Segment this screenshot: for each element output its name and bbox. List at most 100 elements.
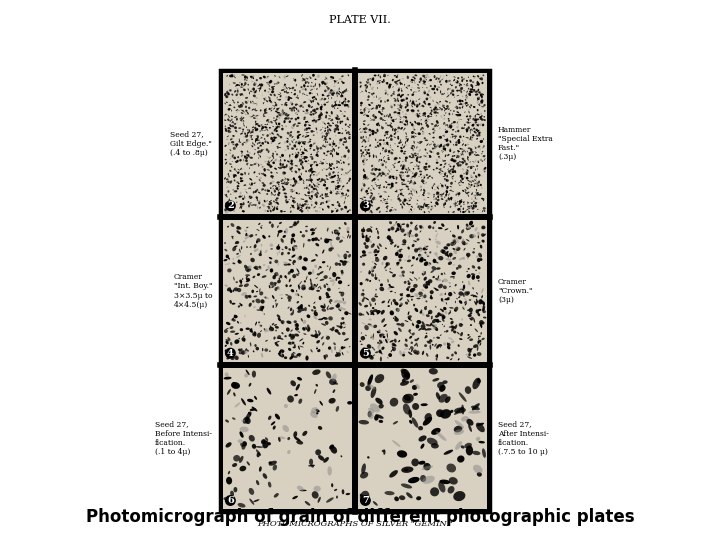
Ellipse shape: [383, 157, 384, 158]
Ellipse shape: [364, 149, 366, 151]
Ellipse shape: [415, 227, 418, 231]
Ellipse shape: [393, 111, 397, 113]
Ellipse shape: [304, 94, 305, 95]
Ellipse shape: [467, 334, 469, 336]
Ellipse shape: [461, 154, 462, 156]
Ellipse shape: [243, 240, 246, 242]
Ellipse shape: [237, 102, 239, 103]
Ellipse shape: [310, 168, 312, 171]
Ellipse shape: [464, 177, 465, 178]
Ellipse shape: [336, 210, 338, 212]
Ellipse shape: [330, 279, 335, 282]
Ellipse shape: [436, 278, 441, 281]
Ellipse shape: [374, 263, 377, 265]
Ellipse shape: [404, 395, 411, 401]
Ellipse shape: [418, 205, 420, 208]
Ellipse shape: [276, 146, 279, 148]
Ellipse shape: [292, 206, 294, 208]
Ellipse shape: [273, 137, 276, 139]
Ellipse shape: [477, 242, 480, 244]
Ellipse shape: [331, 163, 333, 165]
Ellipse shape: [318, 286, 320, 288]
Ellipse shape: [403, 403, 410, 415]
Ellipse shape: [243, 335, 245, 337]
Ellipse shape: [239, 352, 241, 354]
Ellipse shape: [317, 93, 318, 96]
Ellipse shape: [370, 205, 373, 206]
Ellipse shape: [258, 141, 261, 144]
Ellipse shape: [333, 175, 336, 177]
Ellipse shape: [400, 228, 405, 233]
Ellipse shape: [444, 252, 449, 256]
Ellipse shape: [414, 82, 415, 84]
Ellipse shape: [246, 154, 248, 155]
Ellipse shape: [366, 228, 372, 232]
Ellipse shape: [335, 104, 338, 106]
Ellipse shape: [337, 174, 339, 177]
Ellipse shape: [436, 102, 438, 104]
Ellipse shape: [340, 185, 341, 186]
Ellipse shape: [303, 333, 307, 335]
Ellipse shape: [271, 110, 272, 111]
Ellipse shape: [347, 210, 349, 213]
Ellipse shape: [230, 149, 231, 151]
Ellipse shape: [244, 156, 246, 158]
Ellipse shape: [361, 130, 364, 133]
Ellipse shape: [393, 421, 398, 424]
Ellipse shape: [287, 178, 289, 181]
Ellipse shape: [233, 393, 235, 396]
Ellipse shape: [469, 339, 473, 341]
Ellipse shape: [299, 281, 302, 285]
Ellipse shape: [268, 165, 269, 166]
Ellipse shape: [301, 173, 302, 176]
Ellipse shape: [473, 344, 478, 348]
Ellipse shape: [373, 325, 377, 328]
Ellipse shape: [323, 146, 326, 147]
Ellipse shape: [329, 129, 331, 131]
Ellipse shape: [241, 178, 243, 179]
Ellipse shape: [400, 121, 402, 123]
Ellipse shape: [236, 255, 240, 258]
Ellipse shape: [285, 113, 288, 116]
Ellipse shape: [283, 172, 286, 174]
Ellipse shape: [397, 137, 399, 139]
Ellipse shape: [472, 166, 474, 167]
Ellipse shape: [297, 110, 300, 112]
Ellipse shape: [291, 240, 292, 244]
Ellipse shape: [297, 141, 301, 144]
Ellipse shape: [287, 252, 290, 254]
Ellipse shape: [327, 266, 328, 267]
Ellipse shape: [287, 307, 289, 309]
Ellipse shape: [259, 90, 260, 92]
Text: 7: 7: [362, 496, 369, 505]
Ellipse shape: [461, 446, 464, 449]
Ellipse shape: [301, 318, 303, 322]
Ellipse shape: [415, 75, 417, 76]
Ellipse shape: [433, 194, 435, 195]
Ellipse shape: [225, 130, 228, 132]
Ellipse shape: [326, 86, 328, 87]
Ellipse shape: [310, 349, 312, 353]
Ellipse shape: [232, 161, 233, 162]
Ellipse shape: [446, 175, 448, 178]
Ellipse shape: [433, 324, 437, 327]
Ellipse shape: [452, 168, 454, 171]
Ellipse shape: [312, 286, 315, 288]
Ellipse shape: [340, 95, 343, 97]
Ellipse shape: [467, 83, 468, 84]
Ellipse shape: [369, 271, 372, 274]
Ellipse shape: [402, 99, 405, 101]
Ellipse shape: [406, 294, 410, 298]
Ellipse shape: [338, 288, 340, 289]
Ellipse shape: [361, 154, 362, 157]
Ellipse shape: [343, 100, 345, 103]
Ellipse shape: [310, 165, 312, 167]
Ellipse shape: [386, 148, 387, 151]
Ellipse shape: [440, 84, 442, 85]
Ellipse shape: [250, 131, 253, 133]
Ellipse shape: [310, 282, 312, 287]
Ellipse shape: [244, 373, 248, 377]
Ellipse shape: [307, 239, 311, 241]
Ellipse shape: [264, 97, 266, 100]
Ellipse shape: [307, 135, 310, 137]
